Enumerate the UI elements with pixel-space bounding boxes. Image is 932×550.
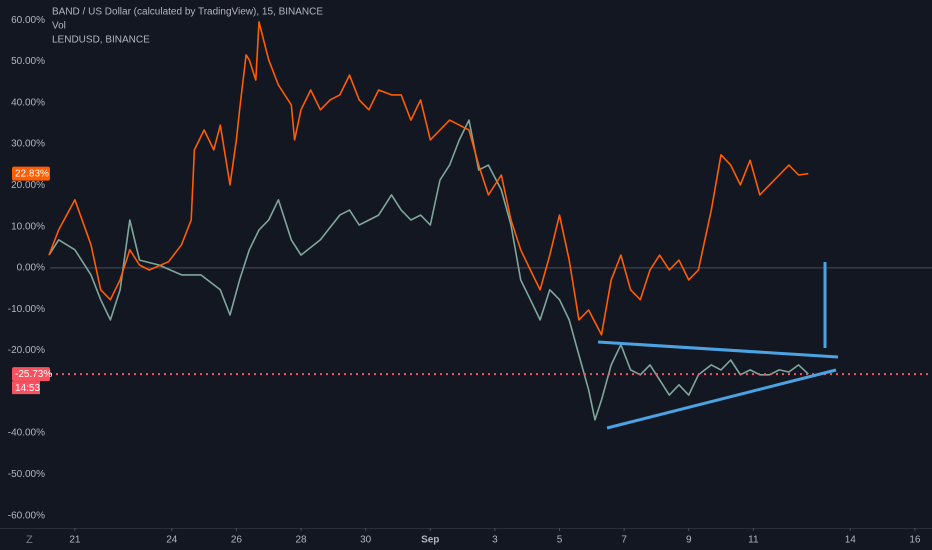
y-tick-label: 20.00% [11, 180, 45, 191]
x-tick-label: 11 [748, 535, 759, 546]
countdown-label: 14:53 [15, 383, 40, 394]
series-line [48, 21, 809, 336]
x-tick-label: 5 [557, 535, 563, 546]
x-tick-label: 14 [845, 535, 857, 546]
x-tick-label: 24 [166, 535, 178, 546]
y-tick-label: -60.00% [8, 510, 45, 521]
trend-line [606, 368, 837, 430]
price-tag [12, 166, 50, 181]
x-tick-label: 16 [909, 535, 921, 546]
x-tick-label: 30 [360, 535, 372, 546]
legend-item: BAND / US Dollar (calculated by TradingV… [52, 7, 323, 18]
legend-item: LENDUSD, BINANCE [52, 35, 150, 46]
x-tick-label: 28 [295, 535, 307, 546]
x-tick-label: 26 [231, 535, 243, 546]
zoom-icon[interactable]: Z [26, 534, 33, 546]
price-tag-label: 22.83% [15, 168, 49, 179]
y-tick-label: 10.00% [11, 221, 45, 232]
y-tick-label: 40.00% [11, 97, 45, 108]
y-tick-label: 30.00% [11, 139, 45, 150]
x-tick-label: 7 [621, 535, 627, 546]
y-tick-label: -50.00% [8, 469, 45, 480]
countdown-tag [12, 381, 40, 395]
y-tick-label: -10.00% [8, 304, 45, 315]
y-tick-label: 60.00% [11, 15, 45, 26]
y-tick-label: -40.00% [8, 428, 45, 439]
plot-area [48, 21, 932, 421]
legend-item: Vol [52, 21, 66, 32]
x-tick-label: 21 [69, 535, 81, 546]
y-tick-label: 50.00% [11, 56, 45, 67]
price-tag [12, 367, 50, 382]
x-tick-label: 9 [686, 535, 692, 546]
x-tick-label: 3 [492, 535, 498, 546]
trend-line [597, 340, 839, 359]
y-tick-label: 0.00% [17, 263, 45, 274]
x-tick-label: Sep [421, 535, 439, 546]
price-tag-label: -25.73% [15, 369, 52, 380]
y-tick-label: -20.00% [8, 345, 45, 356]
